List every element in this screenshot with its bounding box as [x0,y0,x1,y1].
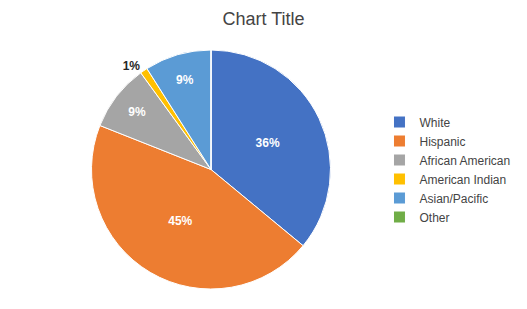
svg-text:36%: 36% [256,136,280,150]
svg-text:45%: 45% [168,214,192,228]
svg-text:American Indian: American Indian [419,173,506,187]
svg-text:African American: African American [419,154,510,168]
svg-text:Chart Title: Chart Title [222,9,304,29]
svg-text:9%: 9% [176,73,194,87]
svg-text:Hispanic: Hispanic [419,135,465,149]
svg-text:Asian/Pacific: Asian/Pacific [419,192,488,206]
svg-text:White: White [419,116,450,130]
svg-text:9%: 9% [128,105,146,119]
svg-text:1%: 1% [123,59,141,73]
svg-text:Other: Other [419,211,449,225]
